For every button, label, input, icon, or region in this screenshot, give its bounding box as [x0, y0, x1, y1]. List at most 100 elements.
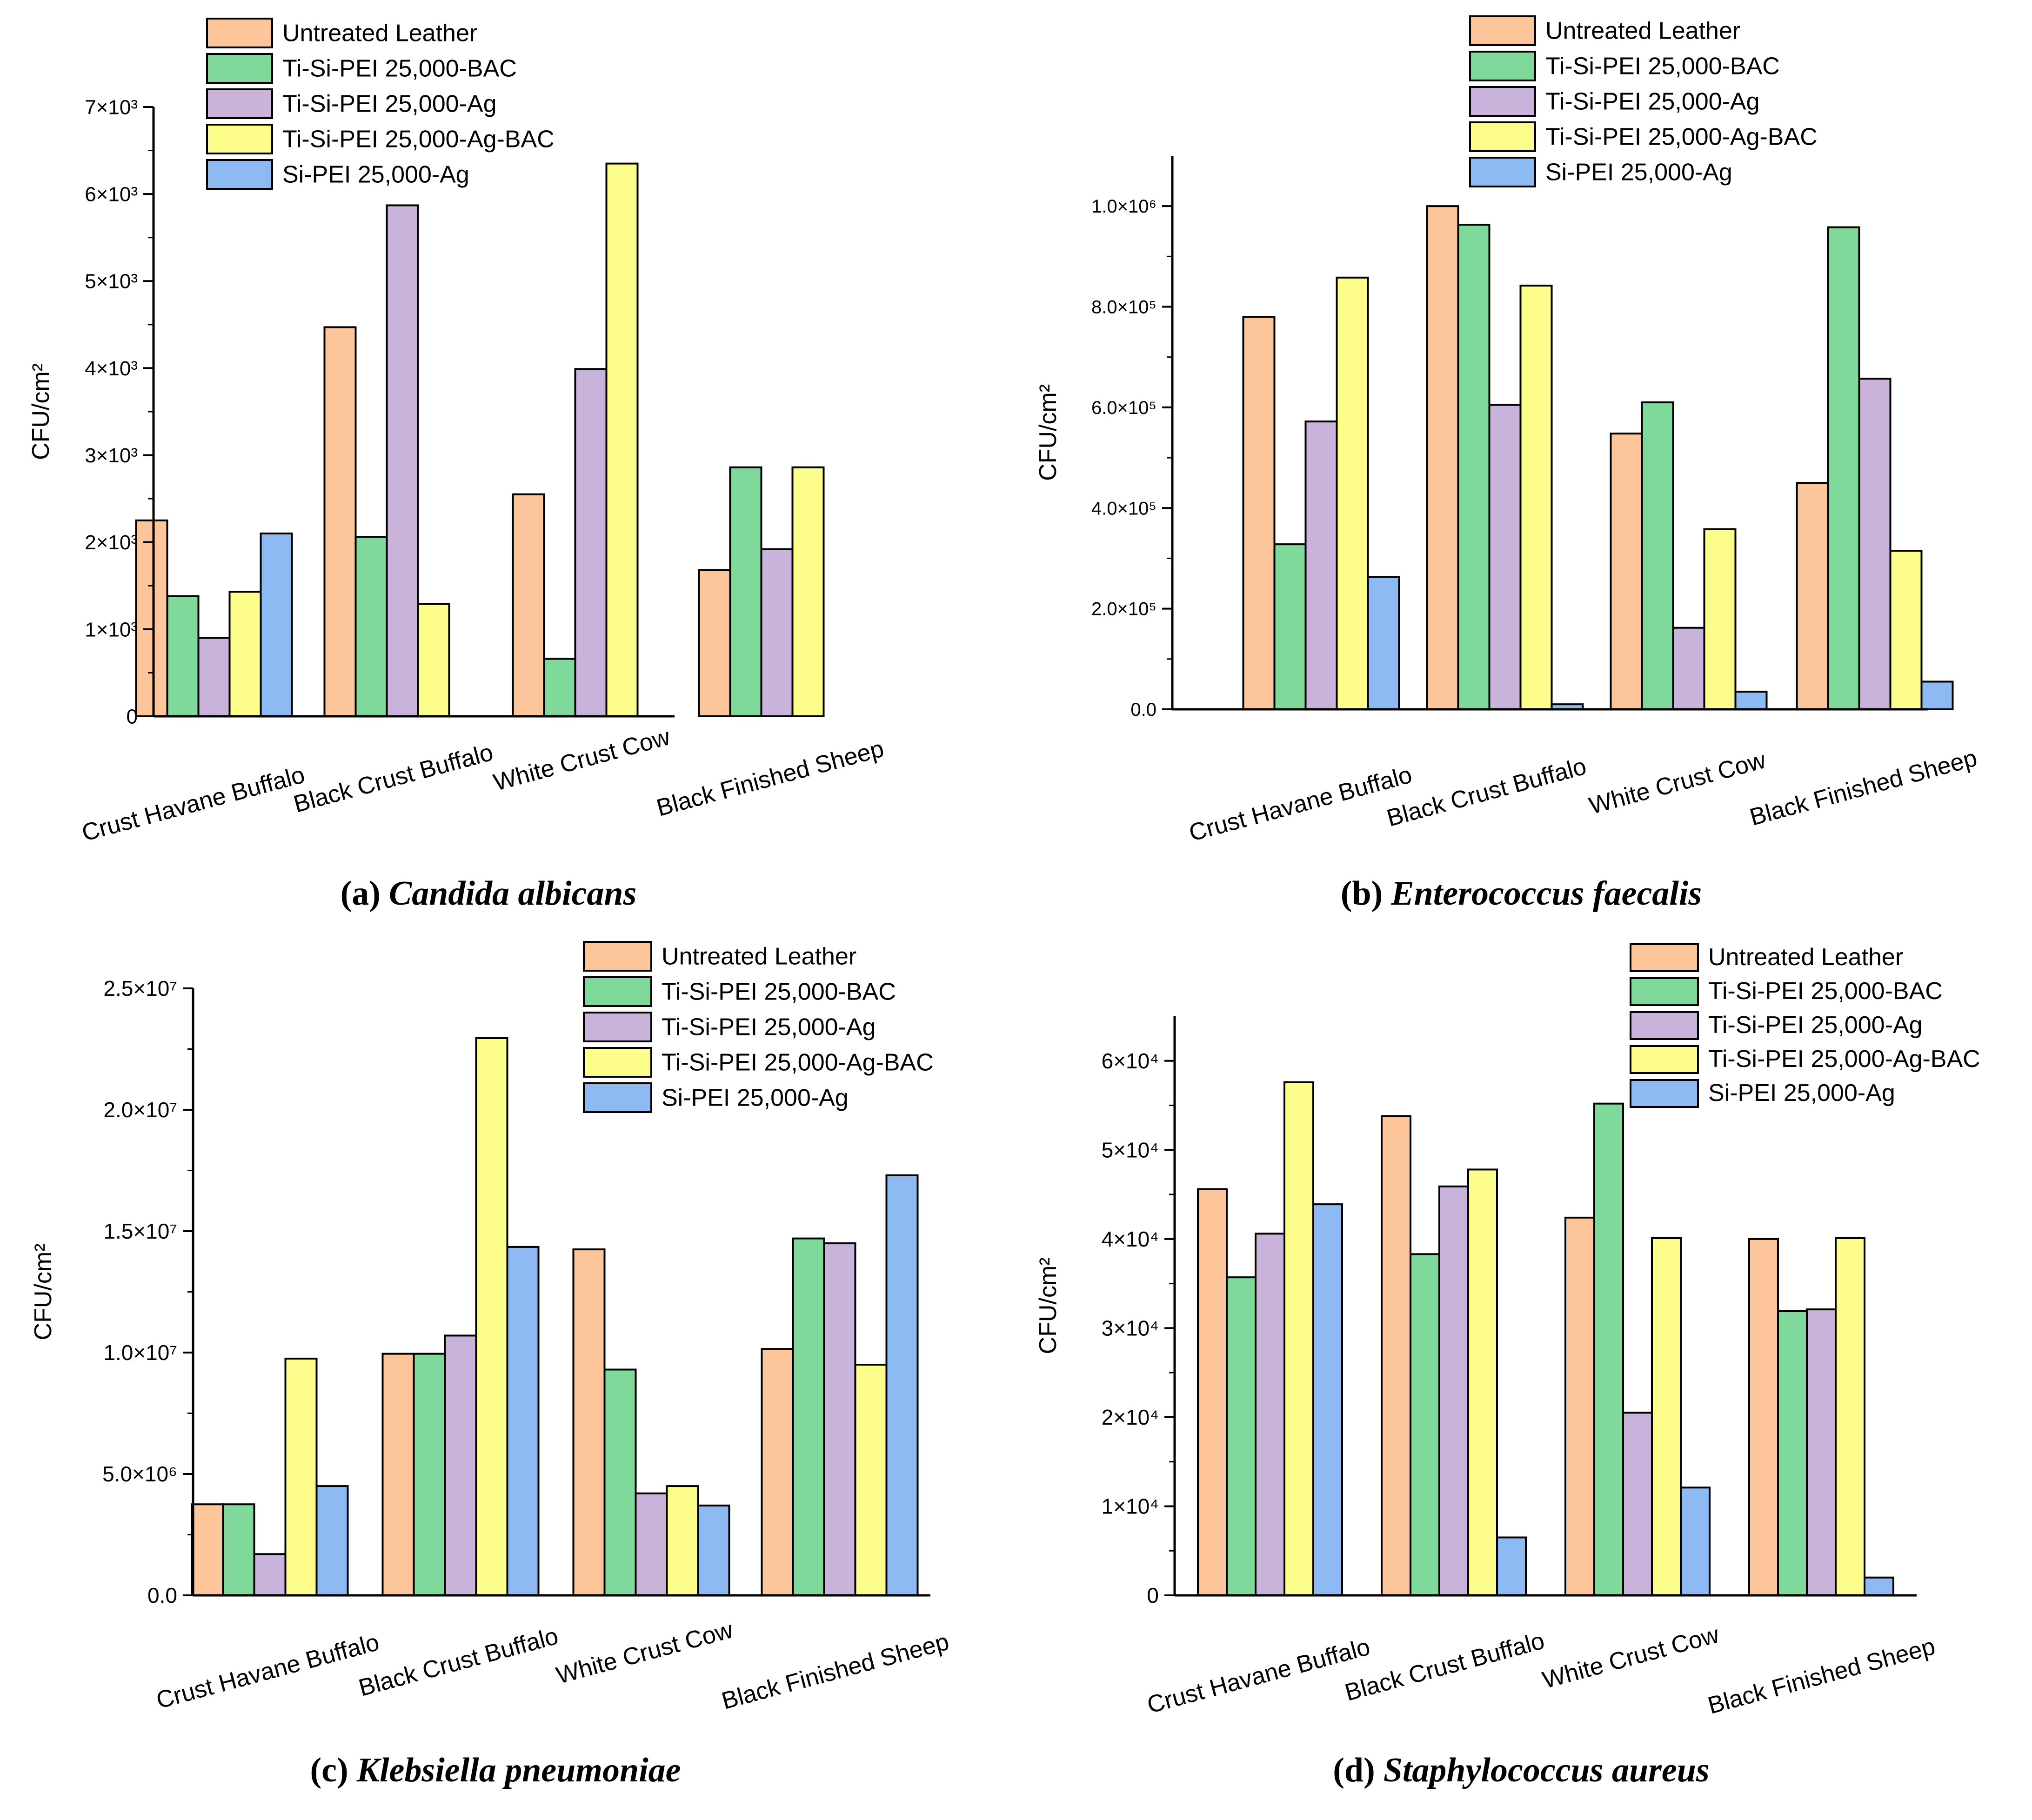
y-ticks: 0.0 5.0×10⁶ 1.0×10⁷ 1.5×10⁷ 2.0×10⁷ 2.5×10⁷	[102, 976, 193, 1607]
legend-label: Ti-Si-PEI 25,000-Ag-BAC	[282, 126, 555, 153]
bar-2-2	[574, 368, 608, 717]
y-tick-label: 2.5×10⁷	[103, 976, 177, 1000]
y-tick-label: 2×10⁴	[1102, 1405, 1159, 1429]
legend-swatch	[206, 18, 273, 48]
bar-0-0	[1197, 1188, 1228, 1597]
panel-caption: (a) Candida albicans	[341, 874, 637, 913]
y-tick-label: 5.0×10⁶	[102, 1462, 177, 1486]
y-tick-label: 8.0×10⁵	[1091, 297, 1156, 318]
panel-caption: (b) Enterococcus faecalis	[1341, 874, 1702, 913]
legend-swatch	[583, 1047, 652, 1078]
chart-panel-d: 0 1×10⁴ 2×10⁴ 3×10⁴ 4×10⁴ 5×10⁴ 6×10⁴ CFU/cm² Cr…	[1035, 943, 1980, 1789]
legend-swatch	[583, 1012, 652, 1042]
bar-2-3	[1651, 1237, 1682, 1596]
bar-2-1	[1593, 1102, 1624, 1597]
bar-3-3	[1889, 550, 1923, 711]
y-tick-label: 0.0	[1130, 700, 1156, 720]
bar-0-1	[222, 1503, 255, 1596]
legend-label: Ti-Si-PEI 25,000-Ag	[1708, 1012, 1922, 1039]
bar-1-0	[381, 1353, 415, 1597]
legend-swatch	[206, 88, 273, 119]
legend-swatch	[206, 124, 273, 154]
bar-2-2	[1622, 1412, 1653, 1597]
y-tick-label: 1.0×10⁶	[1091, 196, 1156, 217]
legend-swatch	[583, 1082, 652, 1113]
bar-0-3	[1283, 1081, 1314, 1597]
x-tick-label: White Crust Cow	[1586, 747, 1769, 820]
legend-label: Untreated Leather	[1545, 17, 1740, 44]
x-tick-label: Crust Havane Buffalo	[1186, 761, 1415, 847]
bar-0-3	[228, 591, 262, 718]
bar-1-3	[475, 1037, 508, 1596]
y-tick-label: 0.0	[147, 1583, 177, 1607]
bar-3-1	[792, 1237, 825, 1596]
x-tick-label: Black Finished Sheep	[719, 1628, 952, 1714]
chart-panel-a: 0 1×10³ 2×10³ 3×10³ 4×10³ 5×10³ 6×10³ 7×10³ CFU/…	[27, 18, 887, 913]
bars	[135, 162, 825, 718]
bar-3-1	[1827, 226, 1860, 711]
x-tick-label: Crust Havane Buffalo	[79, 761, 308, 847]
y-tick-label: 7×10³	[85, 96, 138, 119]
legend-label: Ti-Si-PEI 25,000-Ag-BAC	[1545, 123, 1818, 150]
legend-swatch	[1630, 1045, 1699, 1074]
legend-label: Si-PEI 25,000-Ag	[1708, 1080, 1895, 1107]
bar-3-4	[1864, 1576, 1894, 1597]
bar-2-0	[512, 493, 545, 718]
legend: Untreated Leather Ti-Si-PEI 25,000-BAC Ti-…	[206, 18, 555, 190]
bar-2-4	[1680, 1487, 1711, 1597]
bar-1-1	[1457, 224, 1491, 710]
y-tick-label: 1×10⁴	[1102, 1494, 1159, 1519]
legend-label: Ti-Si-PEI 25,000-BAC	[662, 978, 896, 1005]
caption-label: (a)	[341, 874, 381, 913]
bar-2-3	[1703, 528, 1737, 711]
bar-3-3	[791, 466, 825, 717]
bar-0-2	[253, 1553, 287, 1597]
bar-1-1	[354, 536, 388, 717]
bar-1-2	[444, 1334, 477, 1596]
bar-3-0	[761, 1348, 794, 1596]
y-axis-label: CFU/cm²	[27, 363, 54, 460]
panel-caption: (d) Staphylococcus aureus	[1333, 1751, 1709, 1789]
x-tick-label: Black Crust Buffalo	[356, 1622, 561, 1701]
bar-3-0	[1796, 482, 1829, 710]
legend-swatch	[1630, 943, 1699, 972]
caption-species: Enterococcus faecalis	[1390, 874, 1702, 913]
y-tick-label: 4×10⁴	[1102, 1227, 1159, 1251]
legend-swatch	[1469, 51, 1536, 81]
x-tick-label: Crust Havane Buffalo	[154, 1629, 382, 1714]
bars	[1242, 205, 1954, 711]
legend: Untreated Leather Ti-Si-PEI 25,000-BAC Ti-…	[1630, 943, 1980, 1108]
x-tick-label: Crust Havane Buffalo	[1144, 1633, 1373, 1719]
bar-2-2	[1672, 627, 1705, 711]
legend-label: Ti-Si-PEI 25,000-BAC	[1545, 53, 1780, 80]
legend-label: Ti-Si-PEI 25,000-Ag	[1545, 88, 1759, 115]
legend-swatch	[1630, 977, 1699, 1006]
caption-species: Candida albicans	[389, 874, 637, 913]
bar-1-2	[1438, 1185, 1469, 1596]
x-tick-label: Black Finished Sheep	[1747, 744, 1980, 831]
legend-label: Ti-Si-PEI 25,000-BAC	[1708, 978, 1943, 1005]
bar-1-4	[506, 1246, 540, 1596]
bar-0-0	[191, 1503, 224, 1596]
bar-0-1	[1226, 1276, 1257, 1597]
y-tick-label: 6×10³	[85, 183, 138, 206]
bar-3-3	[1835, 1237, 1865, 1596]
y-tick-label: 3×10⁴	[1102, 1316, 1159, 1340]
y-ticks: 0.0 2.0×10⁵ 4.0×10⁵ 6.0×10⁵ 8.0×10⁵ 1.0×10⁶	[1091, 196, 1172, 720]
x-tick-label: Black Crust Buffalo	[291, 739, 496, 818]
bar-3-0	[698, 569, 731, 717]
bar-1-2	[386, 204, 419, 717]
legend-label: Ti-Si-PEI 25,000-Ag	[662, 1013, 876, 1040]
y-tick-label: 2.0×10⁷	[103, 1098, 177, 1122]
bar-0-2	[1255, 1233, 1285, 1596]
bar-0-4	[1367, 576, 1400, 710]
legend-label: Ti-Si-PEI 25,000-Ag-BAC	[662, 1049, 934, 1076]
bar-3-1	[1777, 1310, 1808, 1596]
legend-label: Untreated Leather	[1708, 944, 1903, 971]
chart-panel-c: 0.0 5.0×10⁶ 1.0×10⁷ 1.5×10⁷ 2.0×10⁷ 2.5×10⁷ CF…	[30, 941, 952, 1789]
bar-3-0	[1748, 1238, 1779, 1597]
legend: Untreated Leather Ti-Si-PEI 25,000-BAC Ti-…	[1469, 15, 1818, 187]
y-tick-label: 5×10³	[85, 270, 138, 293]
